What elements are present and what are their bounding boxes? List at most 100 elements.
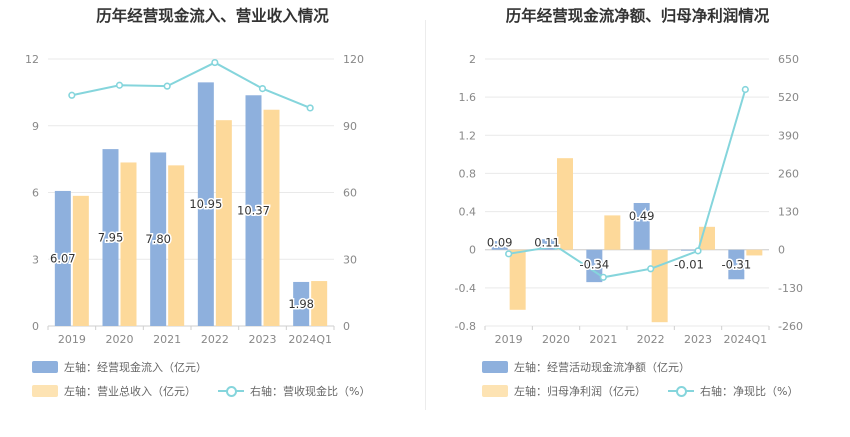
legend-item-cash-inflow[interactable]: 左轴：经营现金流入（亿元）: [32, 359, 207, 375]
x-tick-label: 2024Q1: [288, 333, 332, 346]
line-point: [552, 242, 560, 250]
bar-secondary: [311, 281, 328, 326]
data-label: 0.11: [534, 236, 560, 250]
x-tick-label: 2020: [106, 333, 134, 346]
line-point: [505, 250, 513, 258]
data-label: 10.95: [189, 197, 222, 211]
y-tick-left-label: 1.2: [459, 129, 477, 142]
bar-primary: [539, 239, 555, 250]
x-tick-label: 2023: [684, 333, 712, 346]
series-line: [71, 61, 311, 109]
series-line: [508, 89, 747, 279]
panel-divider: [425, 20, 426, 410]
bar-primary: [491, 241, 508, 250]
chart-title: 历年经营现金流入、营业收入情况: [96, 7, 329, 25]
line-point: [68, 91, 76, 99]
bar-primary: [54, 190, 71, 326]
bar-primary: [293, 281, 310, 326]
legend-item-revenue[interactable]: 左轴：营业总收入（亿元）: [32, 383, 196, 399]
bar-secondary: [215, 120, 232, 326]
y-tick-left-label: 1.6: [459, 91, 477, 104]
chart-canvas: -0.8 -0.4 0 0.4 0.8 1.2 1.6 2 -260 -130 0 130 260 390…: [455, 53, 803, 346]
y-tick-right-label: 60: [343, 187, 357, 200]
y-tick-left-label: 0: [32, 320, 39, 333]
y-tick-left-label: -0.4: [455, 282, 476, 295]
y-tick-left-label: 9: [32, 120, 39, 133]
chart-title: 历年经营现金流净额、归母净利润情况: [505, 7, 770, 25]
line-point: [741, 85, 749, 94]
y-tick-left-label: 0.4: [459, 206, 477, 219]
y-tick-left-label: 3: [32, 253, 39, 266]
y-tick-left-label: 6: [32, 187, 39, 200]
legend-swatch: [218, 385, 244, 397]
x-tick-label: 2019: [58, 333, 86, 346]
y-tick-right-label: 30: [343, 253, 357, 266]
x-tick-label: 2022: [201, 333, 229, 346]
legend-item-net-cashflow[interactable]: 左轴：经营活动现金流净额（亿元）: [482, 359, 690, 375]
legend-swatch: [482, 385, 508, 397]
y-tick-right-label: 0: [343, 320, 350, 333]
legend-swatch: [482, 361, 508, 373]
data-label: 0.49: [629, 209, 655, 223]
bar-primary: [245, 95, 262, 326]
bar-secondary: [168, 165, 185, 326]
bar-primary: [102, 149, 119, 326]
data-label: -0.31: [721, 258, 751, 272]
y-tick-right-label: 120: [343, 53, 364, 66]
y-tick-left-label: 0: [469, 244, 476, 257]
y-tick-right-label: -130: [778, 282, 803, 295]
y-tick-right-label: 390: [778, 129, 799, 142]
legend-swatch: [32, 361, 58, 373]
legend-item-net-profit[interactable]: 左轴：归母净利润（亿元）: [482, 383, 646, 399]
chart-panel-cashflow-revenue: 历年经营现金流入、营业收入情况 0 3 6 9 12 0 30 60 90 120 2019 2020…: [25, 7, 370, 399]
data-label: 0.09: [487, 236, 513, 250]
data-label: 7.95: [98, 231, 124, 245]
bar-secondary: [604, 215, 621, 250]
legend-label: 左轴：经营活动现金流净额（亿元）: [514, 361, 690, 374]
line-point: [163, 82, 171, 90]
bar-primary: [728, 249, 745, 280]
x-tick-label: 2019: [495, 333, 523, 346]
y-tick-left-label: 0.8: [459, 167, 477, 180]
legend-swatch: [32, 385, 58, 397]
legend-label: 右轴：营收现金比（%）: [250, 385, 371, 398]
y-tick-right-label: 520: [778, 91, 799, 104]
y-tick-right-label: -260: [778, 320, 803, 333]
data-label: 10.37: [237, 204, 270, 218]
y-tick-right-label: 260: [778, 167, 799, 180]
line-point: [647, 265, 655, 273]
bar-secondary: [509, 249, 526, 310]
legend-label: 左轴：营业总收入（亿元）: [64, 385, 196, 398]
y-tick-right-label: 0: [778, 244, 785, 257]
line-point: [306, 104, 314, 112]
chart-panel-net-cashflow-profit: 历年经营现金流净额、归母净利润情况 -0.8 -0.4 0 0.4 0.8 1.2 1.6 2…: [425, 0, 850, 437]
legend-swatch: [668, 385, 694, 397]
legend-label: 左轴：归母净利润（亿元）: [514, 385, 646, 398]
legend-item-revenue-cash-ratio[interactable]: 右轴：营收现金比（%）: [218, 383, 370, 399]
data-label: 7.80: [145, 232, 171, 246]
data-label: -0.01: [674, 258, 704, 272]
data-label: 6.07: [50, 251, 76, 265]
x-tick-label: 2021: [589, 333, 617, 346]
y-tick-left-label: 2: [469, 53, 476, 66]
legend-label: 左轴：经营现金流入（亿元）: [64, 361, 207, 374]
bar-secondary: [263, 109, 280, 326]
bar-secondary: [72, 195, 89, 326]
bar-secondary: [746, 249, 763, 256]
line-point: [694, 247, 702, 255]
x-tick-label: 2023: [249, 333, 277, 346]
x-tick-label: 2024Q1: [724, 333, 768, 346]
legend-item-net-cash-ratio[interactable]: 右轴：净现比（%）: [668, 383, 798, 399]
y-tick-right-label: 130: [778, 206, 799, 219]
y-tick-right-label: 650: [778, 53, 799, 66]
x-tick-label: 2022: [637, 333, 665, 346]
bar-primary: [681, 249, 697, 251]
line-point: [115, 81, 124, 89]
x-tick-label: 2020: [542, 333, 570, 346]
data-label: 1.98: [288, 297, 314, 311]
y-tick-right-label: 90: [343, 120, 357, 133]
line-point: [211, 58, 219, 67]
y-tick-left-label: -0.8: [455, 320, 476, 333]
x-tick-label: 2021: [153, 333, 181, 346]
